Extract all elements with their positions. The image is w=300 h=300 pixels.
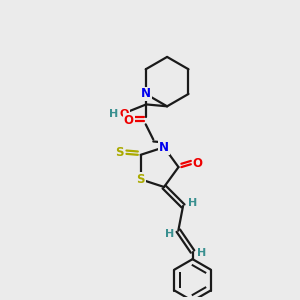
Text: N: N (159, 141, 169, 154)
Text: S: S (136, 173, 145, 186)
Text: H: H (165, 230, 174, 239)
Text: O: O (124, 114, 134, 127)
Text: S: S (116, 146, 124, 159)
Text: H: H (197, 248, 207, 259)
Text: O: O (193, 157, 202, 170)
Text: O: O (120, 109, 129, 119)
Text: H: H (109, 109, 119, 119)
Text: H: H (188, 198, 197, 208)
Text: N: N (141, 88, 151, 100)
